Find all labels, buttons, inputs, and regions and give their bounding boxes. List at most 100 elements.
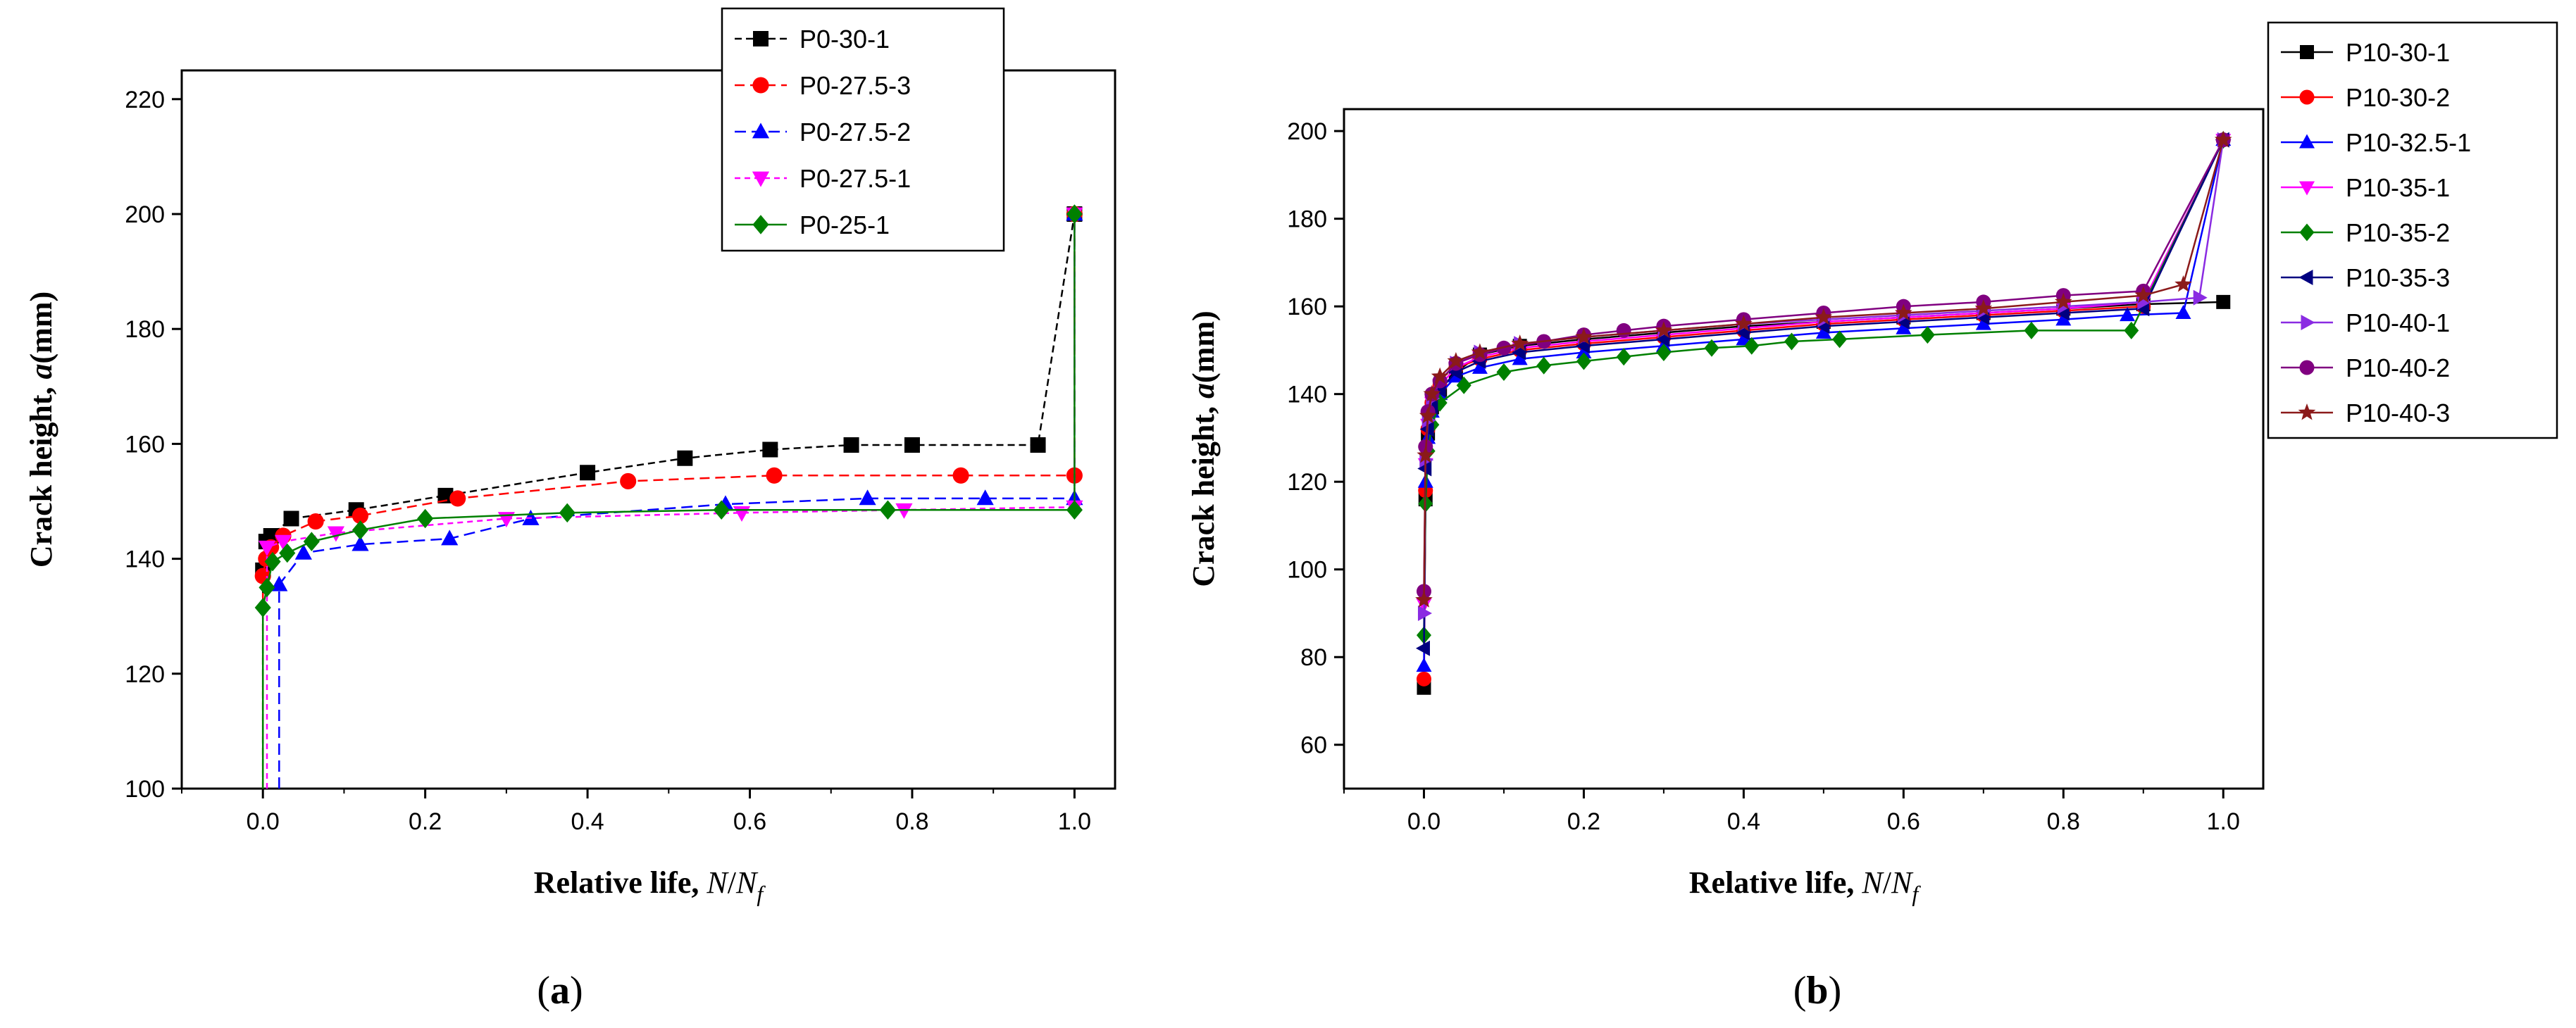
x-axis-title-sub: f xyxy=(1912,881,1921,906)
data-point-P10-40-3 xyxy=(1447,352,1465,369)
data-point-P0-30-1 xyxy=(580,465,596,481)
data-point-P0-27.5-1 xyxy=(733,506,751,522)
caption-close: ) xyxy=(570,969,583,1013)
data-point-P10-35-2 xyxy=(1919,326,1935,344)
x-axis-title-N: N xyxy=(1861,865,1884,900)
x-tick-label: 0.8 xyxy=(2047,808,2080,835)
legend-label: P10-40-2 xyxy=(2346,353,2450,382)
data-point-P10-40-2 xyxy=(1616,322,1631,338)
data-point-P10-32.5-1 xyxy=(1896,320,1912,334)
data-point-P0-25-1 xyxy=(879,500,896,520)
y-axis-title-var: a xyxy=(1186,383,1221,399)
data-point-P10-35-2 xyxy=(1704,339,1719,357)
x-tick-label: 1.0 xyxy=(1058,808,1091,835)
data-point-P10-40-3 xyxy=(1895,303,1912,320)
y-axis-title: Crack height, a(mm) xyxy=(24,292,58,568)
series-line-P0-27.5-3 xyxy=(261,214,1076,789)
x-axis-title: Relative life, N/Nf xyxy=(534,865,766,906)
data-point-P0-25-1 xyxy=(417,508,434,529)
data-point-P0-27.5-3 xyxy=(952,467,969,484)
y-tick-label: 120 xyxy=(1287,469,1327,496)
data-point-P10-35-2 xyxy=(1744,337,1760,355)
data-point-P0-30-1 xyxy=(1030,437,1046,453)
legend-marker xyxy=(2300,45,2314,59)
x-axis-title-N2: N xyxy=(735,865,759,900)
x-tick-label: 1.0 xyxy=(2207,808,2240,835)
data-point-P10-32.5-1 xyxy=(1471,359,1488,374)
legend-label: P10-30-1 xyxy=(2346,38,2450,67)
caption-letter: a xyxy=(550,969,570,1013)
y-tick-label: 100 xyxy=(125,776,165,803)
plot-frame xyxy=(180,69,1116,790)
data-point-P10-40-3 xyxy=(1974,299,1993,316)
legend-label: P10-32.5-1 xyxy=(2346,128,2471,157)
legend-marker xyxy=(752,77,769,94)
x-tick-label: 0.0 xyxy=(1407,808,1441,835)
data-point-P10-40-3 xyxy=(1417,446,1435,463)
data-point-P10-40-3 xyxy=(1511,334,1529,351)
series-P10-35-3 xyxy=(1415,132,2229,656)
data-point-P10-40-3 xyxy=(1431,367,1449,384)
series-line-P0-30-1 xyxy=(261,213,1076,789)
data-point-P0-27.5-3 xyxy=(307,513,324,530)
data-point-P10-32.5-1 xyxy=(1512,351,1528,365)
data-point-P10-40-3 xyxy=(1415,591,1433,608)
data-point-P10-40-3 xyxy=(2134,286,2153,303)
y-tick-label: 180 xyxy=(125,316,165,343)
x-tick-label: 0.6 xyxy=(733,808,766,835)
data-point-P10-40-3 xyxy=(2054,292,2072,310)
y-tick-label: 100 xyxy=(1287,557,1327,584)
series-P10-32.5-1 xyxy=(1416,132,2232,672)
legend-marker xyxy=(2299,360,2315,375)
series-line-P10-32.5-1 xyxy=(1423,139,2225,666)
data-point-P10-32.5-1 xyxy=(2055,311,2072,326)
data-point-P10-35-2 xyxy=(1616,348,1631,366)
data-point-P10-35-2 xyxy=(1496,363,1512,382)
legend-marker xyxy=(2299,223,2315,242)
data-point-P10-40-3 xyxy=(2174,275,2192,292)
legend-box xyxy=(721,7,1005,252)
data-point-P0-30-1 xyxy=(283,510,299,527)
series-P10-40-1 xyxy=(1417,132,2232,621)
x-axis-title-slash: / xyxy=(728,865,737,900)
data-point-P0-30-1 xyxy=(263,527,279,544)
panel-caption: (a) xyxy=(537,969,583,1013)
data-point-P0-30-1 xyxy=(762,441,778,458)
legend-label: P0-30-1 xyxy=(799,25,890,54)
caption-letter: b xyxy=(1806,969,1828,1013)
data-point-P10-40-3 xyxy=(1735,315,1753,332)
data-point-P0-27.5-3 xyxy=(449,490,466,507)
data-point-P10-32.5-1 xyxy=(1975,315,1991,330)
data-point-P0-27.5-2 xyxy=(976,489,994,506)
data-point-P0-27.5-2 xyxy=(441,529,459,546)
x-tick-label: 0.2 xyxy=(409,808,442,835)
data-point-P0-30-1 xyxy=(904,437,920,453)
data-point-P10-40-3 xyxy=(1423,384,1441,402)
series-line-P0-25-1 xyxy=(261,214,1076,789)
series-P0-30-1 xyxy=(255,206,1083,789)
series-line-P10-35-3 xyxy=(1423,139,2225,648)
data-point-P10-30-2 xyxy=(1416,671,1431,687)
x-axis-title: Relative life, N/Nf xyxy=(1689,865,1922,906)
legend-marker xyxy=(2298,403,2316,420)
series-P0-27.5-2 xyxy=(270,205,1083,789)
x-axis-title-main: Relative life, xyxy=(534,865,707,900)
data-point-P10-30-1 xyxy=(2216,294,2231,309)
data-point-P0-27.5-2 xyxy=(294,544,312,560)
data-point-P10-32.5-1 xyxy=(2175,305,2191,319)
series-line-P0-27.5-1 xyxy=(266,214,1076,789)
data-point-P0-25-1 xyxy=(713,500,730,520)
legend-label: P0-27.5-2 xyxy=(799,118,911,146)
chart-panel-b: 0.0 0.2 0.4 0.6 0.8 1.0 60 80 100 120 140 160 180 200… xyxy=(1186,21,2558,1013)
series-P10-30-2 xyxy=(1416,132,2231,687)
x-tick-label: 0.4 xyxy=(571,808,604,835)
y-tick-label: 140 xyxy=(125,546,165,573)
legend-box xyxy=(2267,21,2558,439)
data-point-P0-30-1 xyxy=(843,437,859,453)
data-point-P10-35-2 xyxy=(1784,332,1799,351)
legend-marker xyxy=(2299,134,2315,149)
series-P10-35-1 xyxy=(1416,134,2232,613)
x-axis-title-N2: N xyxy=(1891,865,1914,900)
x-tick-label: 0.2 xyxy=(1567,808,1600,835)
